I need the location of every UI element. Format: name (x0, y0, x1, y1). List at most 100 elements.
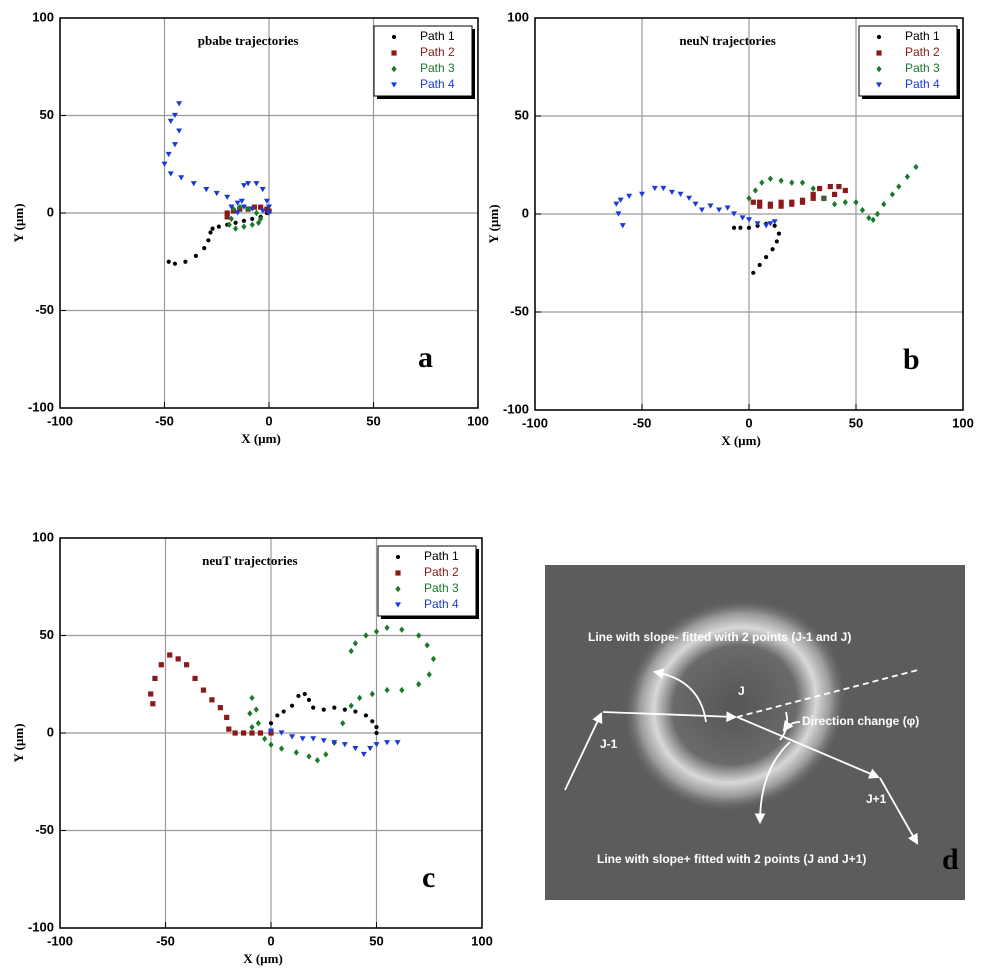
data-point (255, 219, 262, 226)
annotation: J (738, 684, 745, 698)
data-point (247, 710, 253, 717)
data-point (289, 734, 296, 740)
legend-label: Path 3 (420, 61, 455, 75)
data-point (750, 199, 756, 205)
data-point (268, 728, 274, 734)
data-point (278, 745, 285, 752)
x-axis-label: X (µm) (721, 433, 761, 448)
data-point (299, 736, 306, 742)
data-point (799, 199, 806, 205)
chart: -100 -50 0 50 100 -100 -50 0 50 100 pbabe trajecto… (11, 9, 489, 446)
data-point (615, 211, 622, 217)
y-tick-label: 50 (40, 107, 54, 122)
x-tick-label: 50 (369, 933, 383, 948)
data-point (258, 215, 264, 223)
data-point (192, 675, 198, 681)
y-axis-label: Y (µm) (486, 204, 501, 243)
data-point (731, 211, 738, 217)
data-point (176, 128, 183, 134)
data-point (836, 183, 842, 190)
data-point (253, 181, 260, 187)
y-tick-label: 0 (47, 204, 54, 219)
data-point (206, 238, 211, 243)
data-point (253, 209, 260, 217)
data-point (293, 749, 299, 756)
data-point (373, 742, 380, 748)
data-point (263, 198, 270, 204)
y-tick-label: 100 (507, 9, 529, 24)
x-tick-label: -100 (47, 413, 73, 428)
y-tick-label: -100 (503, 401, 529, 416)
data-point (767, 175, 773, 182)
data-point (266, 204, 272, 210)
data-point (306, 697, 312, 702)
data-point (166, 259, 171, 264)
legend-label: Path 4 (420, 77, 455, 91)
data-point (716, 207, 723, 213)
data-point (290, 703, 295, 708)
arrows (564, 668, 919, 845)
data-point (249, 221, 255, 228)
data-point (167, 652, 173, 658)
x-tick-label: -50 (156, 933, 175, 948)
data-point (275, 713, 280, 718)
data-point (764, 255, 769, 260)
x-tick-label: 0 (745, 415, 752, 430)
data-point (249, 694, 255, 702)
data-point (757, 262, 762, 268)
data-point (341, 742, 348, 748)
data-point (738, 225, 743, 230)
data-point (639, 191, 645, 197)
panel-label: a (418, 341, 433, 374)
data-point (426, 671, 432, 678)
legend-marker (876, 65, 882, 73)
x-tick-label: 100 (952, 415, 974, 430)
legend-label: Path 3 (424, 581, 459, 595)
data-point (810, 191, 816, 197)
legend-marker (395, 602, 401, 608)
data-point (278, 730, 285, 736)
data-point (224, 194, 231, 200)
data-point (240, 204, 247, 210)
data-point (203, 187, 210, 193)
data-point (259, 208, 266, 214)
y-tick-label: 100 (32, 9, 54, 24)
data-point (258, 204, 264, 210)
legend-label: Path 2 (424, 565, 459, 579)
data-point (183, 259, 188, 264)
data-point (767, 203, 773, 209)
y-axis-label: Y (µm) (11, 203, 26, 242)
data-point (193, 253, 198, 258)
y-tick-label: 0 (522, 205, 529, 220)
data-point (352, 640, 358, 647)
data-point (357, 694, 363, 702)
data-point (311, 705, 316, 710)
plot-frame (59, 537, 483, 929)
data-point (249, 730, 255, 736)
data-point (226, 221, 232, 228)
data-point (167, 171, 174, 177)
data-point (763, 223, 770, 229)
data-point (240, 183, 247, 189)
data-point (202, 246, 207, 251)
data-point (363, 632, 369, 639)
data-point (399, 686, 405, 694)
data-point (352, 746, 359, 752)
data-point (821, 195, 827, 202)
data-point (384, 740, 391, 746)
legend-label: Path 3 (905, 61, 940, 75)
data-point (226, 726, 232, 732)
data-point (234, 200, 241, 206)
data-point (224, 214, 230, 220)
data-point (881, 201, 887, 208)
annotation: Direction change (φ) (802, 714, 919, 728)
data-point (228, 204, 235, 210)
y-tick-label: -50 (35, 302, 54, 317)
data-point (746, 195, 752, 202)
chart-title: pbabe trajectories (198, 33, 299, 48)
data-point (209, 697, 215, 703)
data-point (306, 753, 312, 760)
data-point (707, 203, 714, 209)
data-point (776, 231, 782, 236)
